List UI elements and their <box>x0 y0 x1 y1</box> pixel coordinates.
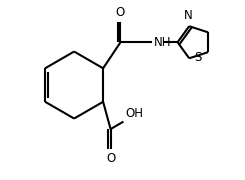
Text: O: O <box>106 152 115 165</box>
Text: N: N <box>184 10 192 22</box>
Text: NH: NH <box>153 36 171 49</box>
Text: S: S <box>195 51 202 64</box>
Text: O: O <box>116 6 125 19</box>
Text: OH: OH <box>125 107 143 120</box>
